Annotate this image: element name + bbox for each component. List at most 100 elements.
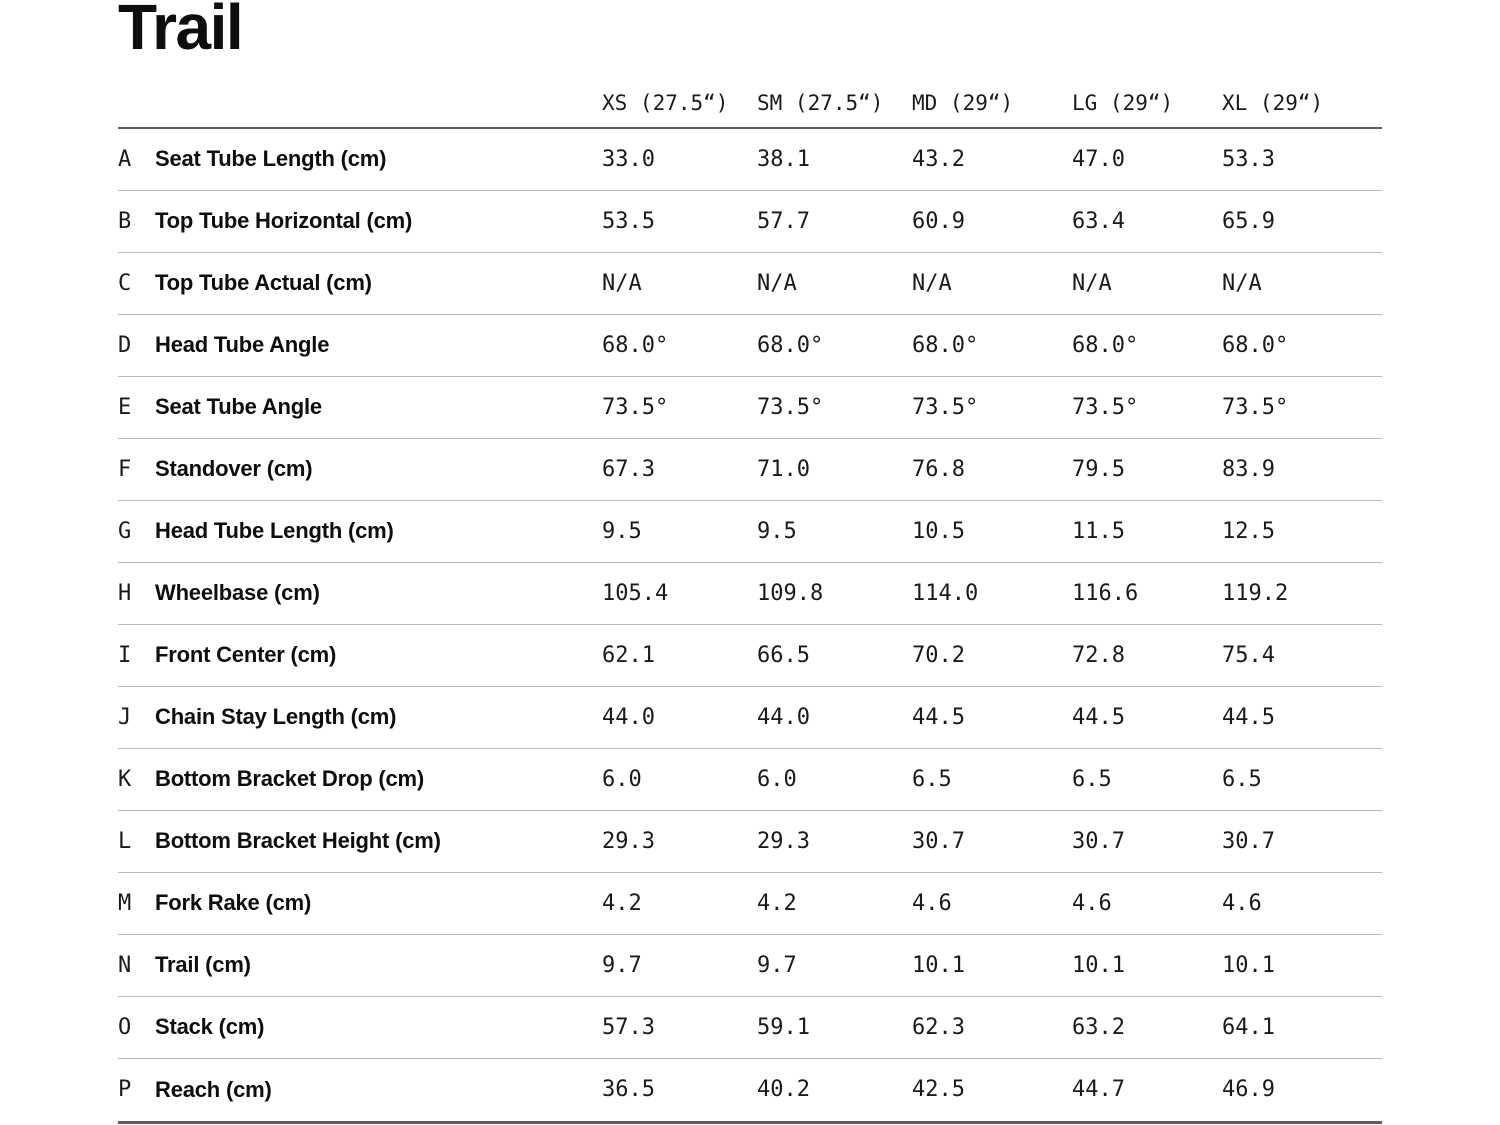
cell-value-lg: N/A [1072,270,1112,296]
cell-value-lg: 11.5 [1072,518,1125,544]
cell-value-lg: 4.6 [1072,890,1112,916]
row-letter: I [118,642,132,668]
table-row: G Head Tube Length (cm) 9.5 9.5 10.5 11.… [118,501,1382,563]
cell-value-xl: 64.1 [1222,1014,1275,1040]
cell-value-md: 60.9 [912,208,965,234]
row-letter: P [118,1077,132,1103]
cell-value-lg: 79.5 [1072,456,1125,482]
cell-value-sm: 59.1 [757,1014,810,1040]
cell-value-xl: 75.4 [1222,642,1275,668]
row-label: Stack (cm) [155,1014,265,1040]
column-header-md: MD (29“) [912,90,1014,115]
cell-value-md: 68.0° [912,332,979,358]
cell-value-xl: 44.5 [1222,704,1275,730]
row-letter: K [118,766,132,792]
cell-value-md: N/A [912,270,952,296]
cell-value-sm: 44.0 [757,704,810,730]
cell-value-sm: 68.0° [757,332,824,358]
table-row: I Front Center (cm) 62.1 66.5 70.2 72.8 … [118,625,1382,687]
table-header-row: XS (27.5“) SM (27.5“) MD (29“) LG (29“) … [118,57,1382,129]
row-letter: B [118,208,132,234]
row-letter: G [118,518,132,544]
cell-value-xl: 53.3 [1222,146,1275,172]
cell-value-xl: 30.7 [1222,828,1275,854]
cell-value-sm: 29.3 [757,828,810,854]
table-row: P Reach (cm) 36.5 40.2 42.5 44.7 46.9 [118,1059,1382,1121]
column-header-lg: LG (29“) [1072,90,1174,115]
cell-value-xl: 4.6 [1222,890,1262,916]
table-row: D Head Tube Angle 68.0° 68.0° 68.0° 68.0… [118,315,1382,377]
cell-value-lg: 68.0° [1072,332,1139,358]
row-label: Standover (cm) [155,456,313,482]
cell-value-sm: 57.7 [757,208,810,234]
cell-value-xs: N/A [602,270,642,296]
cell-value-md: 114.0 [912,580,979,606]
table-row: A Seat Tube Length (cm) 33.0 38.1 43.2 4… [118,129,1382,191]
cell-value-md: 42.5 [912,1077,965,1103]
cell-value-lg: 73.5° [1072,394,1139,420]
row-label: Top Tube Actual (cm) [155,270,372,296]
cell-value-lg: 63.4 [1072,208,1125,234]
row-label: Head Tube Length (cm) [155,518,394,544]
row-label: Wheelbase (cm) [155,580,320,606]
cell-value-lg: 47.0 [1072,146,1125,172]
row-label: Trail (cm) [155,952,251,978]
cell-value-sm: 9.7 [757,952,797,978]
cell-value-md: 4.6 [912,890,952,916]
cell-value-xs: 9.7 [602,952,642,978]
cell-value-md: 10.5 [912,518,965,544]
cell-value-xl: 65.9 [1222,208,1275,234]
cell-value-sm: 6.0 [757,766,797,792]
row-letter: C [118,270,132,296]
cell-value-md: 6.5 [912,766,952,792]
cell-value-lg: 44.5 [1072,704,1125,730]
cell-value-md: 30.7 [912,828,965,854]
row-label: Head Tube Angle [155,332,330,358]
cell-value-xs: 105.4 [602,580,669,606]
row-label: Chain Stay Length (cm) [155,704,397,730]
cell-value-sm: 9.5 [757,518,797,544]
cell-value-xs: 36.5 [602,1077,655,1103]
row-letter: E [118,394,132,420]
row-label: Top Tube Horizontal (cm) [155,208,413,234]
row-label: Seat Tube Length (cm) [155,146,387,172]
row-label: Fork Rake (cm) [155,890,312,916]
cell-value-xs: 44.0 [602,704,655,730]
row-label: Front Center (cm) [155,642,337,668]
table-row: H Wheelbase (cm) 105.4 109.8 114.0 116.6… [118,563,1382,625]
cell-value-lg: 63.2 [1072,1014,1125,1040]
cell-value-sm: 66.5 [757,642,810,668]
cell-value-lg: 6.5 [1072,766,1112,792]
cell-value-xs: 33.0 [602,146,655,172]
cell-value-xl: 46.9 [1222,1077,1275,1103]
cell-value-xs: 57.3 [602,1014,655,1040]
table-row: O Stack (cm) 57.3 59.1 62.3 63.2 64.1 [118,997,1382,1059]
table-row: B Top Tube Horizontal (cm) 53.5 57.7 60.… [118,191,1382,253]
cell-value-sm: 71.0 [757,456,810,482]
row-letter: F [118,456,132,482]
cell-value-xs: 73.5° [602,394,669,420]
cell-value-xl: 73.5° [1222,394,1289,420]
cell-value-sm: 40.2 [757,1077,810,1103]
row-label: Bottom Bracket Height (cm) [155,828,441,854]
cell-value-xs: 67.3 [602,456,655,482]
cell-value-xs: 29.3 [602,828,655,854]
row-letter: A [118,146,132,172]
cell-value-lg: 10.1 [1072,952,1125,978]
cell-value-md: 43.2 [912,146,965,172]
row-letter: M [118,890,132,916]
cell-value-sm: 73.5° [757,394,824,420]
cell-value-xs: 53.5 [602,208,655,234]
column-header-xl: XL (29“) [1222,90,1324,115]
row-letter: L [118,828,132,854]
cell-value-xl: 83.9 [1222,456,1275,482]
cell-value-md: 76.8 [912,456,965,482]
table-row: J Chain Stay Length (cm) 44.0 44.0 44.5 … [118,687,1382,749]
cell-value-lg: 44.7 [1072,1077,1125,1103]
row-letter: N [118,952,132,978]
geometry-table: XS (27.5“) SM (27.5“) MD (29“) LG (29“) … [118,57,1382,1124]
cell-value-sm: N/A [757,270,797,296]
table-row: C Top Tube Actual (cm) N/A N/A N/A N/A N… [118,253,1382,315]
table-row: M Fork Rake (cm) 4.2 4.2 4.6 4.6 4.6 [118,873,1382,935]
